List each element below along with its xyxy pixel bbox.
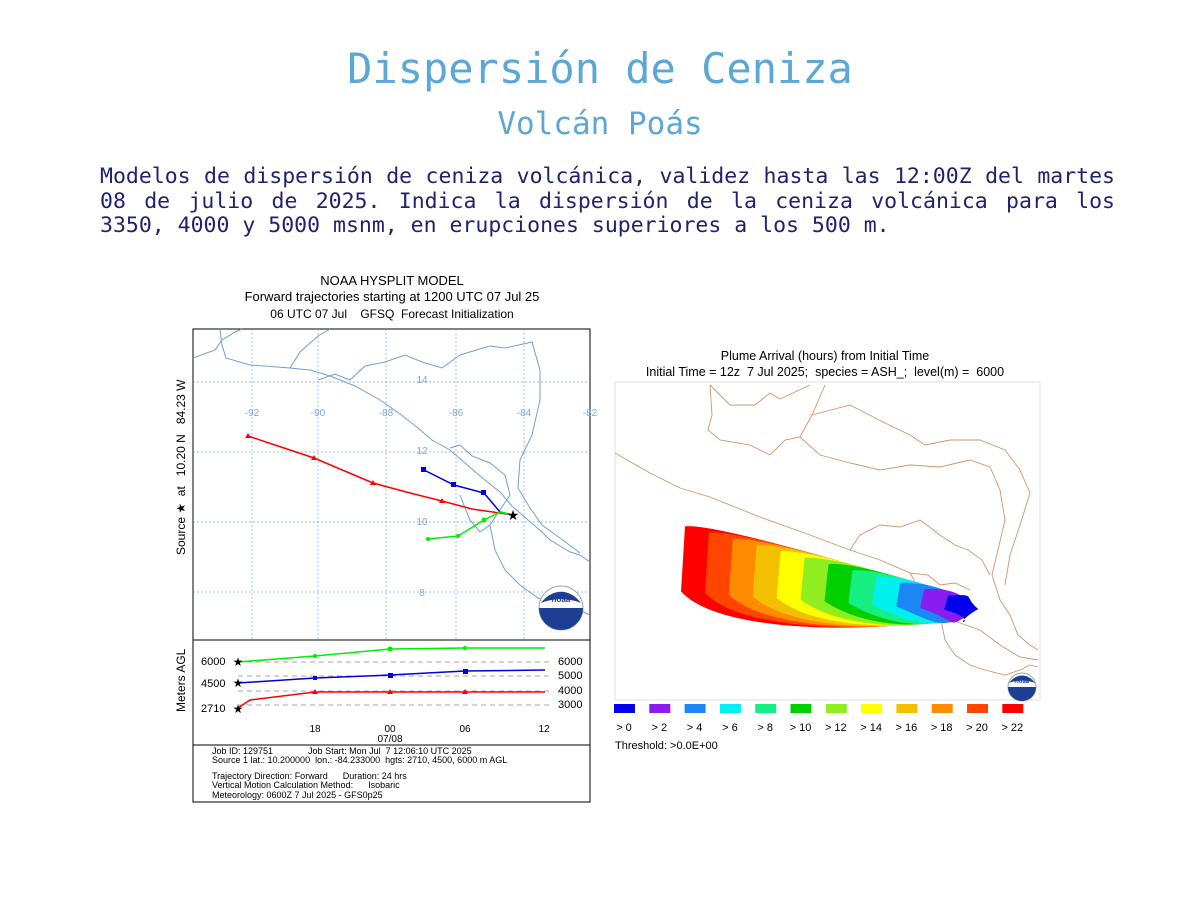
hysplit-title-line-2: Forward trajectories starting at 1200 UT… [245,289,540,304]
trajectory-blue-markers [421,467,486,495]
legend-swatch [649,704,671,713]
noaa-logo-text: noaa [552,595,571,604]
plume-country-borders [614,384,1039,676]
svg-text:★: ★ [233,702,244,716]
legend-label: > 2 [651,722,667,734]
legend-label: > 22 [1001,722,1023,734]
date-label: 07/08 [377,734,402,745]
job-info-frame [192,744,591,803]
legend-swatch [931,704,953,713]
svg-text:★: ★ [233,655,244,669]
height-label: 5000 [558,670,582,682]
noaa-logo-text: noaa [1015,679,1030,685]
lat-label: 10 [416,517,428,528]
legend-label: > 12 [825,722,847,734]
plume-title-line-2: Initial Time = 12z 7 Jul 2025; species =… [646,365,1004,379]
lat-label: 8 [419,588,425,599]
height-label: 6000 [201,656,225,668]
time-tick-labels: 18 00 06 12 07/08 [309,724,550,745]
time-tick: 12 [538,724,550,735]
legend-swatch [1002,704,1024,713]
height-label: 6000 [558,656,582,668]
height-label: 2710 [201,703,225,715]
height-label: 4500 [201,678,225,690]
trajectory-map-frame [192,328,591,641]
info-line: Job ID: 129751 Job Start: Mon Jul 7 12:0… [212,746,472,756]
hysplit-trajectory-map: NOAA HYSPLIT MODEL Forward trajectories … [174,273,598,803]
lon-label: -88 [379,408,394,419]
plume-title-line-1: Plume Arrival (hours) from Initial Time [721,349,929,363]
svg-text:★: ★ [233,676,244,690]
height-label: 4000 [558,685,582,697]
map-lat-labels: 14 12 10 8 [416,375,428,599]
page-title: Dispersión de Ceniza [347,44,853,93]
lat-label: 12 [416,446,428,457]
meters-agl-label: Meters AGL [174,648,188,712]
legend-label: > 6 [722,722,738,734]
description-text: Modelos de dispersión de ceniza volcánic… [100,164,1115,238]
info-line: Source 1 lat.: 10.200000 lon.: -84.23300… [212,755,507,765]
legend-label: > 0 [616,722,632,734]
legend-swatch [790,704,812,713]
height-label: 3000 [558,699,582,711]
time-tick: 18 [309,724,321,735]
noaa-logo-icon: noaa [538,585,584,631]
legend-swatch [614,704,635,713]
legend-label: > 8 [757,722,773,734]
page-subtitle: Volcán Poás [497,106,703,142]
legend-swatch [719,704,741,713]
right-height-labels: 6000 5000 4000 3000 [558,656,582,711]
hysplit-title-line-3: 06 UTC 07 Jul GFSQ Forecast Initializati… [270,307,513,321]
plume-legend: > 0 > 2 > 4 > 6 > 8 > 10 > 12 > 14 > 16 > 18 > 20 >… [614,704,1024,734]
trajectory-red-markers [245,433,445,503]
time-tick: 06 [459,724,471,735]
legend-label: > 16 [896,722,918,734]
noaa-logo-icon: noaa [1007,672,1037,702]
trajectory-green-markers [426,517,487,541]
legend-swatch [967,704,988,713]
lon-label: -90 [311,408,326,419]
height-markers: ★ ★ ★ [233,646,468,716]
lat-label: 14 [416,375,428,386]
legend-label: > 4 [687,722,703,734]
legend-swatch [896,704,918,713]
plume-band-0 [944,595,978,623]
plume-contour-bands [681,526,978,628]
left-height-labels: 6000 4500 2710 [201,656,225,715]
lon-label: -86 [449,408,464,419]
lon-label: -84 [517,408,532,419]
source-axis-label: Source ★ at 10.20 N 84.23 W [174,379,188,555]
legend-label: > 14 [860,722,882,734]
plume-map-frame [614,381,1041,701]
time-tick: 00 [384,724,396,735]
legend-swatch [755,704,777,713]
lon-label: -82 [583,408,598,419]
plume-arrival-map: Plume Arrival (hours) from Initial Time … [614,349,1041,752]
map-lon-labels: -92 -90 -88 -86 -84 -82 [245,408,598,419]
lon-label: -92 [245,408,260,419]
legend-label: > 10 [790,722,812,734]
legend-swatch [684,704,706,713]
legend-swatch [861,704,883,713]
height-reference-lines [238,661,550,706]
legend-label: > 20 [966,722,988,734]
trajectory-red-map [247,435,514,516]
trajectory-red-height [237,691,545,709]
map-coastlines [192,328,591,616]
threshold-label: Threshold: >0.0E+00 [615,740,718,752]
info-line: Vertical Motion Calculation Method: Isob… [212,780,400,790]
legend-label: > 18 [931,722,953,734]
legend-swatch [825,704,847,713]
source-star-icon: ★ [507,507,520,523]
info-line: Trajectory Direction: Forward Duration: … [212,771,407,781]
job-info-text: Job ID: 129751 Job Start: Mon Jul 7 12:0… [212,746,507,800]
info-line: Meteorology: 0600Z 7 Jul 2025 - GFS0p25 [212,790,383,800]
hysplit-title-line-1: NOAA HYSPLIT MODEL [320,273,464,288]
